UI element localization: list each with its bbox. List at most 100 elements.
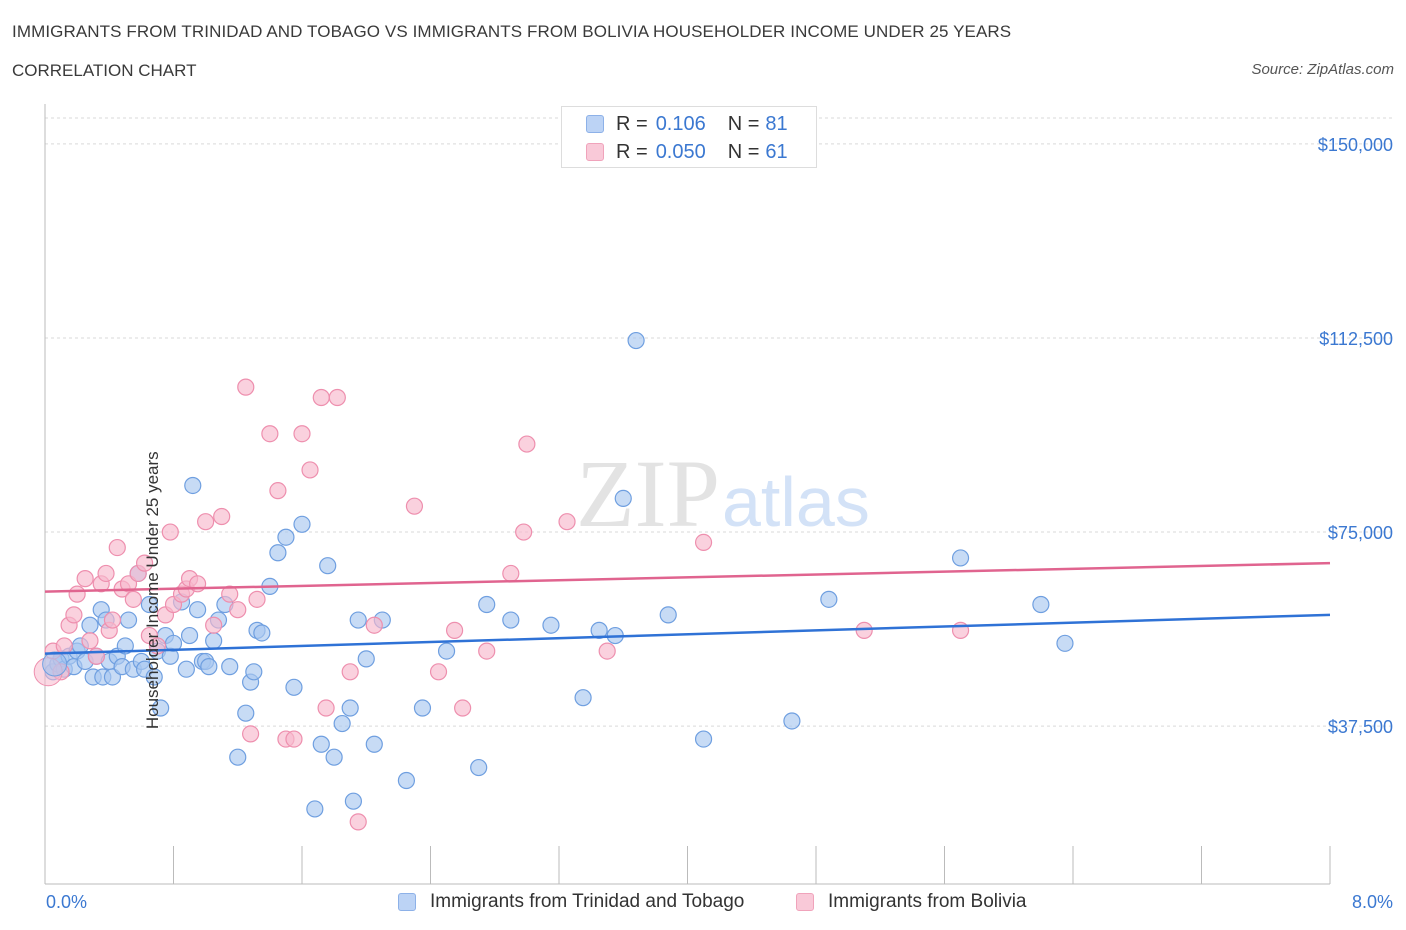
point-trinidad [820, 590, 838, 608]
trend-line-trinidad [44, 613, 1331, 655]
point-trinidad [333, 714, 351, 733]
point-trinidad [269, 544, 287, 562]
point-trinidad [397, 771, 416, 790]
n-value-1: 81 [765, 112, 788, 135]
point-trinidad [237, 704, 255, 722]
point-bolivia [87, 647, 106, 665]
legend-swatch-blue [398, 893, 416, 911]
point-bolivia [55, 637, 73, 655]
point-bolivia [598, 642, 616, 660]
point-trinidad [277, 528, 295, 546]
point-bolivia [197, 513, 215, 531]
x-tick-label: 8.0% [1352, 892, 1393, 912]
point-trinidad [478, 595, 496, 614]
point-bolivia [108, 538, 126, 557]
point-trinidad [365, 735, 383, 753]
point-trinidad [659, 606, 677, 624]
point-trinidad [42, 651, 68, 677]
n-label: N = [727, 140, 760, 163]
point-trinidad [245, 663, 263, 681]
n-value-2: 61 [765, 140, 788, 163]
point-trinidad [145, 668, 163, 686]
stats-legend: R = 0.106 N = 81 R = 0.050 N = 61 [561, 106, 817, 168]
point-bolivia [261, 425, 279, 443]
point-trinidad [285, 678, 303, 696]
point-trinidad [205, 632, 223, 650]
point-bolivia [103, 611, 122, 629]
point-bolivia [124, 590, 142, 608]
point-bolivia [694, 533, 713, 552]
point-bolivia [135, 554, 154, 572]
stats-legend-row-2: R = 0.050 N = 61 [586, 141, 788, 163]
point-trinidad [783, 712, 801, 730]
point-trinidad [152, 699, 170, 717]
point-trinidad [180, 626, 199, 645]
point-trinidad [349, 611, 367, 629]
point-trinidad [188, 601, 207, 619]
point-bolivia [558, 513, 576, 531]
point-bolivia [502, 564, 520, 583]
point-bolivia [293, 425, 311, 443]
legend-item-bolivia: Immigrants from Bolivia [796, 889, 1027, 915]
point-bolivia [81, 632, 99, 650]
point-bolivia [205, 616, 223, 634]
point-trinidad [293, 515, 311, 533]
point-bolivia [237, 378, 255, 396]
y-axis-label: Householder Income Under 25 years [142, 451, 162, 730]
point-bolivia [213, 507, 231, 526]
point-bolivia [454, 699, 472, 717]
point-trinidad [312, 735, 330, 753]
point-trinidad [81, 616, 99, 634]
point-bolivia [229, 601, 247, 619]
point-bolivia [341, 663, 359, 681]
point-bolivia [301, 461, 319, 479]
r-value-1: 0.106 [655, 112, 706, 135]
point-trinidad [344, 792, 362, 810]
point-bolivia [221, 585, 239, 603]
point-bolivia [855, 621, 873, 639]
y-tick-label: $150,000 [1318, 135, 1393, 155]
point-bolivia [349, 813, 367, 831]
point-trinidad [627, 331, 645, 350]
watermark-zip: ZIP [576, 440, 720, 547]
point-trinidad [413, 699, 432, 717]
point-trinidad [177, 660, 195, 678]
point-trinidad [221, 658, 239, 676]
tick-labels: $37,500 $75,000 $112,500 $150,000 0.0% 8.0% [46, 135, 1393, 912]
point-bolivia [285, 730, 303, 748]
point-bolivia [445, 621, 464, 639]
point-trinidad [470, 758, 488, 777]
trend-line-bolivia [44, 561, 1331, 593]
axes [44, 104, 1331, 885]
point-bolivia [97, 564, 115, 583]
point-trinidad [357, 650, 375, 668]
point-trinidad [140, 595, 159, 614]
point-trinidad [574, 689, 592, 707]
y-tick-label: $112,500 [1319, 329, 1393, 349]
point-trinidad [1032, 595, 1050, 614]
legend-swatch-pink [586, 143, 604, 161]
point-bolivia [328, 388, 346, 407]
point-trinidad [614, 489, 632, 508]
point-trinidad [319, 557, 337, 575]
y-axis-label-wrap: Householder Income Under 25 years [143, 354, 163, 729]
point-trinidad [951, 549, 970, 567]
point-bolivia [242, 725, 260, 743]
point-trinidad [341, 699, 359, 717]
point-trinidad [542, 616, 560, 634]
legend-label-trinidad: Immigrants from Trinidad and Tobago [430, 891, 745, 912]
data-points [33, 331, 1074, 831]
point-trinidad [694, 730, 713, 748]
point-bolivia [269, 482, 287, 500]
point-bolivia [161, 523, 179, 541]
point-trinidad [306, 800, 324, 818]
chart-subtitle: CORRELATION CHART [12, 61, 197, 80]
point-trinidad [184, 476, 202, 495]
point-trinidad [325, 748, 343, 766]
gridlines [45, 117, 1394, 727]
point-bolivia [518, 435, 536, 453]
y-tick-label: $37,500 [1328, 717, 1393, 737]
r-label: R = [616, 140, 648, 163]
point-trinidad [502, 611, 520, 629]
